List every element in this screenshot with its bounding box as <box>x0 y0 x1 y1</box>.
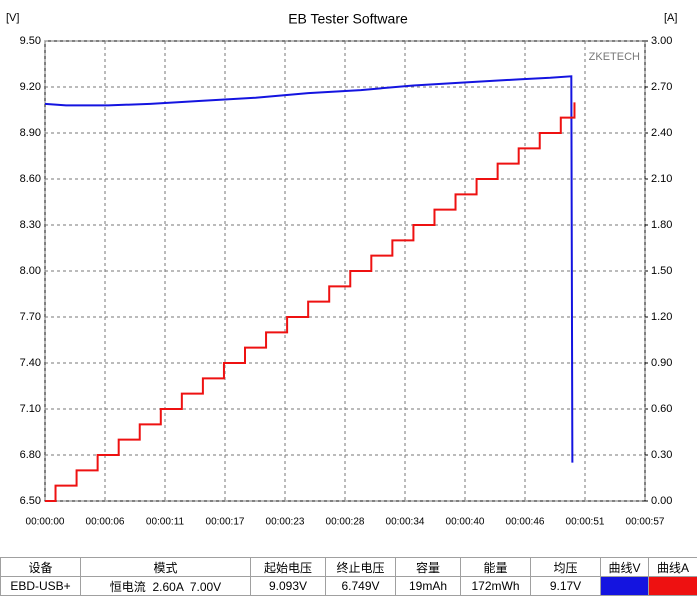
y2-tick-label: 1.20 <box>651 311 672 323</box>
y-tick-label: 8.60 <box>20 173 41 185</box>
cell: 19mAh <box>395 576 461 596</box>
cell: EBD-USB+ <box>0 576 81 596</box>
header-cell: 能量 <box>460 557 531 577</box>
color-swatch <box>600 576 649 596</box>
header-cell: 终止电压 <box>325 557 396 577</box>
y-tick-label: 8.00 <box>20 265 41 277</box>
x-tick-label: 00:00:00 <box>26 517 65 528</box>
y2-tick-label: 3.00 <box>651 35 672 47</box>
watermark: ZKETECH <box>589 51 640 63</box>
y2-tick-label: 1.80 <box>651 219 672 231</box>
y-unit: [V] <box>6 12 19 24</box>
x-tick-label: 00:00:40 <box>446 517 485 528</box>
y2-tick-label: 2.10 <box>651 173 672 185</box>
y2-tick-label: 2.70 <box>651 81 672 93</box>
cell: 9.17V <box>530 576 601 596</box>
x-tick-label: 00:00:06 <box>86 517 125 528</box>
x-tick-label: 00:00:23 <box>266 517 305 528</box>
x-tick-label: 00:00:46 <box>506 517 545 528</box>
chart-title: EB Tester Software <box>288 11 408 27</box>
color-swatch <box>648 576 697 596</box>
y2-tick-label: 1.50 <box>651 265 672 277</box>
cell: 恒电流 2.60A 7.00V <box>80 576 251 596</box>
y-tick-label: 6.80 <box>20 449 41 461</box>
y-tick-label: 8.90 <box>20 127 41 139</box>
y2-unit: [A] <box>664 12 677 24</box>
header-cell: 曲线A <box>648 557 697 577</box>
chart: EB Tester Software [V] [A] ZKETECH 6.50 6… <box>6 11 677 528</box>
x-tick-label: 00:00:11 <box>146 517 185 528</box>
series-line <box>45 102 576 502</box>
y-tick-label: 9.20 <box>20 81 41 93</box>
x-tick-label: 00:00:28 <box>326 517 365 528</box>
y-tick-label: 7.10 <box>20 403 41 415</box>
info-table: 设备 模式 起始电压 终止电压 容量 能量 均压 曲线V 曲线A EBD-USB+ 恒电流 2.60… <box>0 557 697 596</box>
header-cell: 设备 <box>0 557 81 577</box>
header-cell: 曲线V <box>600 557 649 577</box>
y2-tick-label: 0.00 <box>651 495 672 507</box>
cell: 6.749V <box>325 576 396 596</box>
y-tick-label: 8.30 <box>20 219 41 231</box>
y-tick-label: 9.50 <box>20 35 41 47</box>
x-tick-label: 00:00:57 <box>626 517 665 528</box>
y2-tick-label: 0.90 <box>651 357 672 369</box>
y-tick-label: 7.70 <box>20 311 41 323</box>
header-cell: 起始电压 <box>250 557 326 577</box>
header-cell: 容量 <box>395 557 461 577</box>
y2-tick-label: 0.60 <box>651 403 672 415</box>
x-tick-label: 00:00:34 <box>386 517 425 528</box>
header-cell: 均压 <box>530 557 601 577</box>
x-tick-label: 00:00:51 <box>566 517 605 528</box>
x-tick-label: 00:00:17 <box>206 517 245 528</box>
y-tick-label: 7.40 <box>20 357 41 369</box>
series-line <box>44 75 574 463</box>
header-cell: 模式 <box>80 557 251 577</box>
y-tick-label: 6.50 <box>20 495 41 507</box>
cell: 172mWh <box>460 576 531 596</box>
y2-tick-label: 2.40 <box>651 127 672 139</box>
cell: 9.093V <box>250 576 326 596</box>
y2-tick-label: 0.30 <box>651 449 672 461</box>
